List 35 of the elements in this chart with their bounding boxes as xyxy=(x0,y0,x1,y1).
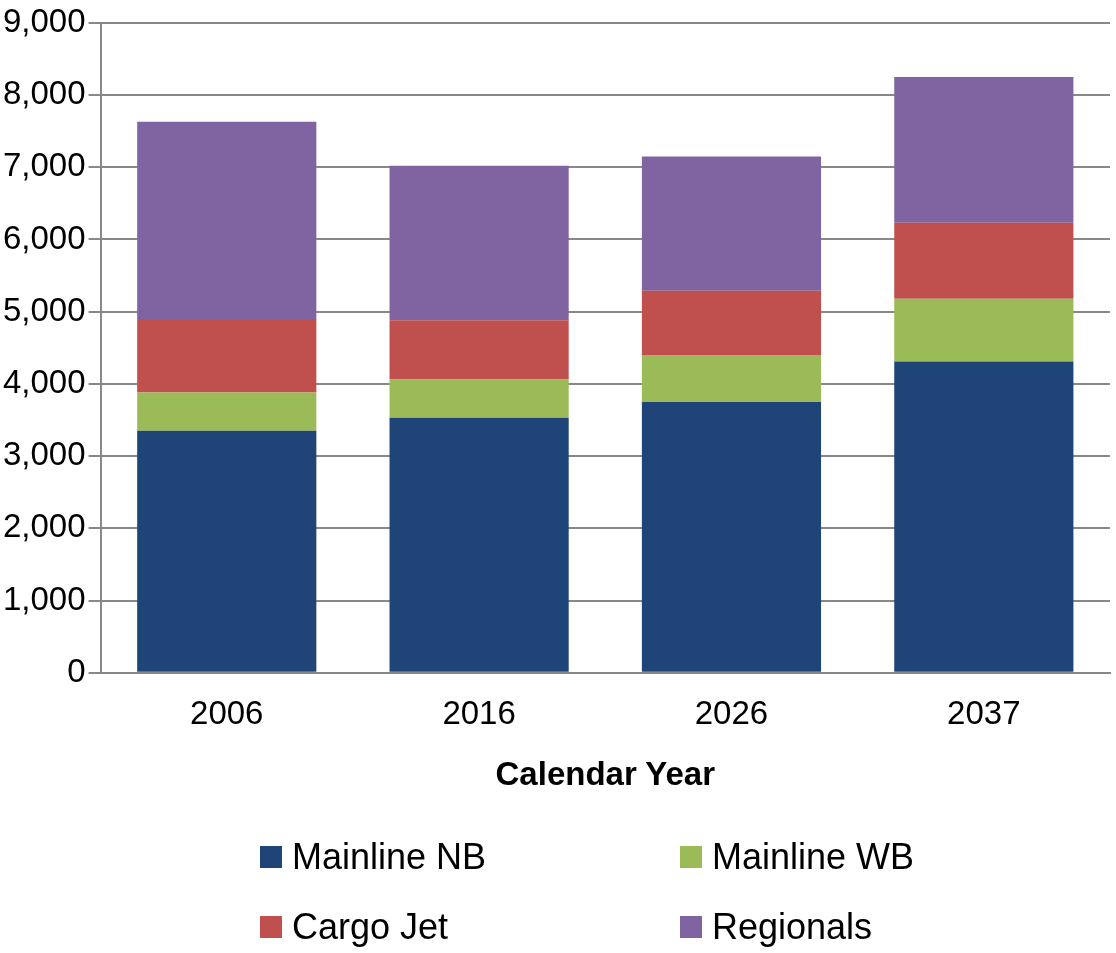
bar xyxy=(894,222,1074,299)
y-tick-label: 3,000 xyxy=(2,435,86,473)
y-tick-label: 8,000 xyxy=(2,74,86,112)
y-tick-label: 6,000 xyxy=(2,218,86,256)
bar xyxy=(137,430,317,672)
legend-label: Regionals xyxy=(712,906,873,948)
bar xyxy=(894,298,1074,362)
x-tick-label: 2037 xyxy=(947,693,1021,731)
y-tick-label: 9,000 xyxy=(2,1,86,39)
x-axis-title: Calendar Year xyxy=(495,755,716,793)
y-tick-label: 0 xyxy=(67,651,86,689)
bar xyxy=(389,320,569,380)
bar xyxy=(894,76,1074,223)
bar xyxy=(137,121,317,319)
bar xyxy=(389,417,569,672)
bar xyxy=(389,165,569,321)
y-tick-label: 2,000 xyxy=(2,507,86,545)
x-tick-label: 2006 xyxy=(190,693,264,731)
x-tick-label: 2016 xyxy=(442,693,516,731)
x-tick-label: 2026 xyxy=(694,693,769,731)
y-tick-label: 1,000 xyxy=(2,579,86,617)
bar xyxy=(641,355,822,402)
bar xyxy=(137,392,317,431)
y-tick-label: 4,000 xyxy=(2,363,86,400)
bar xyxy=(137,318,317,393)
y-tick-label: 7,000 xyxy=(2,146,86,184)
bar xyxy=(641,401,822,672)
legend-label: Cargo Jet xyxy=(292,906,449,948)
bar xyxy=(641,156,822,291)
bar xyxy=(389,379,569,418)
legend-label: Mainline WB xyxy=(712,836,915,878)
y-tick-label: 5,000 xyxy=(2,290,86,328)
legend-label: Mainline NB xyxy=(292,836,487,878)
bar xyxy=(894,361,1074,672)
bar xyxy=(641,290,822,356)
